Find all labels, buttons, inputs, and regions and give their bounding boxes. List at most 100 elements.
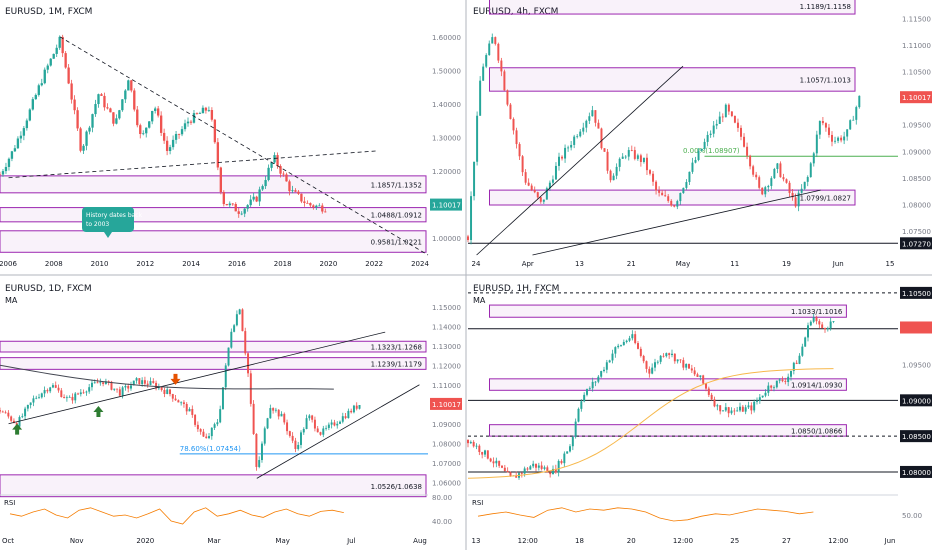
candle-body [85, 391, 88, 393]
candle-body [515, 130, 518, 145]
candle-body [194, 414, 197, 425]
candle-body [770, 178, 773, 186]
candle-body [49, 387, 52, 392]
panel-1h[interactable]: EURUSD, 1H, FXCM MA 1.100001.095001.0900… [467, 284, 932, 545]
candle-body [277, 409, 280, 417]
candle-body [204, 107, 208, 111]
panel-monthly[interactable]: EURUSD, 1M, FXCM 1.60000 1.50000 1.40000 1.… [0, 7, 462, 268]
candle-body [54, 385, 57, 388]
level-price-label: 1.08000 [902, 469, 931, 477]
candle-body [57, 387, 60, 391]
candle-body [668, 353, 671, 356]
x-tick-label: 15 [886, 260, 895, 268]
daily-ma-label: MA [5, 296, 18, 305]
candle-body [615, 166, 618, 176]
candle-body [274, 409, 277, 411]
candle-body [352, 405, 355, 413]
candle-body [543, 467, 546, 469]
candle-body [636, 155, 639, 159]
candle-body [118, 389, 121, 396]
candle-body [132, 380, 135, 386]
candle-body [812, 153, 815, 164]
candle-body [781, 379, 784, 382]
candle-body [157, 387, 160, 389]
candle-body [585, 120, 588, 128]
x-tick-label: 25 [730, 537, 739, 545]
candle-body [659, 355, 662, 362]
candle-body [138, 378, 141, 385]
candle-body [667, 196, 670, 201]
panel-daily[interactable]: EURUSD, 1D, FXCM MA 1.15000 1.14000 1.1300… [0, 284, 462, 545]
zone-label: 1.1189/1.1158 [800, 3, 851, 11]
candle-body [609, 170, 612, 181]
candle-body [569, 446, 571, 452]
candle-body [809, 163, 812, 178]
callout-text-line: to 2003 [86, 221, 109, 228]
candle-body [627, 150, 630, 157]
candle-body [548, 182, 551, 189]
candle-body [149, 381, 152, 385]
candle-body [121, 99, 124, 111]
y-tick-label: 1.12000 [432, 362, 461, 370]
candle-body [520, 473, 523, 474]
candle-body [279, 166, 282, 174]
candle-body [350, 410, 353, 413]
candle-body [676, 201, 679, 207]
candle-body [597, 122, 600, 129]
candle-body [605, 362, 608, 370]
rsi-line [477, 507, 814, 522]
candle-body [233, 325, 236, 332]
candle-body [837, 137, 840, 141]
candle-body [325, 427, 328, 429]
candle-body [824, 327, 826, 330]
candle-body [579, 131, 582, 137]
candle-body [34, 94, 37, 100]
x-tick-label: Apr [522, 260, 534, 268]
candle-body [718, 116, 721, 124]
candle-body [849, 120, 852, 130]
candle-body [642, 157, 645, 163]
candle-body [297, 191, 300, 194]
candle-body [4, 166, 8, 172]
x-tick-label: 2014 [182, 260, 200, 268]
candle-body [270, 162, 273, 168]
candle-body [665, 353, 668, 357]
candle-body [285, 174, 288, 182]
candle-body [526, 468, 529, 470]
candle-body [567, 147, 570, 149]
candle-body [12, 420, 15, 423]
candle-body [495, 460, 498, 464]
candle-body [177, 133, 181, 135]
candle-body [116, 388, 119, 390]
candle-body [213, 424, 216, 428]
candle-body [642, 355, 645, 362]
candle-body [269, 408, 272, 419]
candle-body [28, 109, 32, 121]
candle-body [557, 460, 560, 473]
candle-body [31, 99, 34, 110]
candle-body [800, 188, 803, 193]
candle-body [801, 346, 804, 356]
candle-body [216, 142, 220, 168]
candle-body [594, 110, 597, 123]
candle-body [840, 137, 843, 141]
y-tick-label: 1.50000 [432, 67, 461, 75]
candle-body [112, 112, 115, 124]
candle-body [63, 397, 66, 399]
candle-body [655, 181, 658, 191]
candle-body [782, 177, 785, 180]
candle-body [790, 371, 792, 377]
candle-body [512, 118, 515, 131]
resistance-zone [0, 207, 427, 223]
candle-body [4, 412, 7, 414]
candle-body [491, 37, 494, 44]
candle-body [46, 65, 49, 70]
candle-body [303, 201, 306, 203]
callout-text-line: History dates back [86, 212, 143, 219]
candle-body [716, 405, 719, 407]
candle-body [182, 402, 185, 404]
candle-body [467, 439, 469, 444]
panel-4h[interactable]: EURUSD, 4h, FXCM 1.11500 1.11000 1.10500 1.… [467, 0, 932, 268]
trendline [476, 65, 684, 256]
